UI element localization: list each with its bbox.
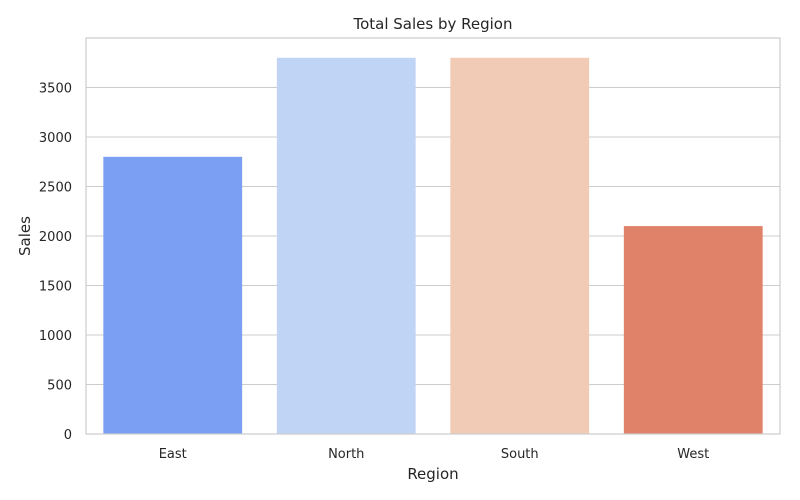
y-tick-labels: 0 500 1000 1500 2000 2500 3000 3500 (39, 82, 72, 444)
bar-layer (103, 57, 763, 435)
chart-title: Total Sales by Region (352, 15, 512, 33)
bar-north (276, 57, 416, 435)
y-tick-label: 0 (64, 428, 72, 443)
y-tick-label: 3500 (39, 82, 72, 97)
x-tick-label-north: North (328, 447, 364, 462)
bar-south (450, 57, 590, 435)
y-tick-label: 2000 (39, 230, 72, 245)
y-axis-label: Sales (16, 216, 34, 256)
x-tick-label-west: West (677, 447, 709, 462)
plot-frame (85, 37, 781, 435)
x-tick-label-south: South (501, 447, 539, 462)
y-tick-label: 2500 (39, 181, 72, 196)
y-tick-label: 1500 (39, 280, 72, 295)
x-tick-label-east: East (159, 447, 187, 462)
bar-west (623, 226, 763, 434)
y-tick-label: 500 (47, 379, 72, 394)
y-tick-label: 1000 (39, 329, 72, 344)
x-axis-label: Region (407, 465, 458, 483)
x-tick-labels: East North South West (159, 447, 710, 462)
y-tick-label: 3000 (39, 131, 72, 146)
bar-east (103, 156, 243, 435)
